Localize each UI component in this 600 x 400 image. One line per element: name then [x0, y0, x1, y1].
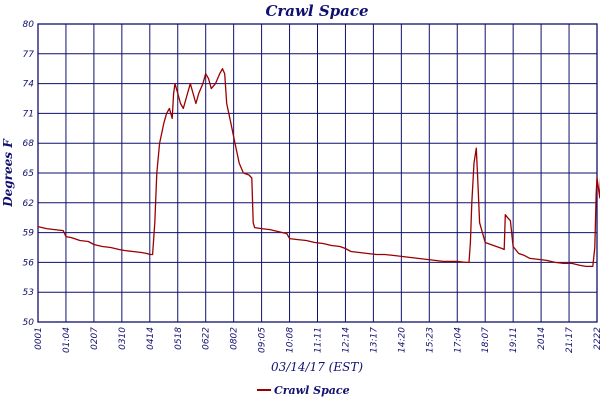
x-tick-label: 09:05: [258, 327, 268, 353]
y-tick-label: 59: [23, 229, 35, 239]
y-axis-label: Degrees F: [1, 138, 15, 208]
y-tick-label: 71: [23, 109, 34, 119]
legend: Crawl Space: [257, 384, 350, 397]
y-tick-labels: 50 53 56 59 62 65 68 71 74 77 80: [23, 20, 35, 328]
x-tick-label: 14:20: [397, 327, 407, 353]
y-tick-label: 62: [23, 199, 35, 209]
y-tick-label: 53: [23, 288, 35, 298]
x-tick-label: 18:07: [481, 327, 491, 353]
y-tick-label: 80: [23, 20, 35, 30]
chart-title: Crawl Space: [265, 2, 368, 20]
series-line-crawl-space: [37, 68, 600, 268]
gridlines: [37, 23, 598, 323]
plot-area: [37, 23, 598, 323]
y-tick-label: 56: [23, 258, 35, 268]
x-tick-label: 0414: [146, 327, 156, 350]
x-tick-label: 2222: [593, 327, 600, 350]
x-tick-label: 01:04: [62, 327, 72, 353]
legend-label: Crawl Space: [274, 384, 350, 397]
x-tick-label: 19:11: [509, 327, 519, 353]
x-tick-label: 10:08: [286, 327, 296, 353]
x-tick-label: 2014: [537, 327, 547, 350]
y-tick-label: 77: [23, 50, 35, 60]
x-tick-label: 0802: [230, 327, 240, 350]
x-tick-label: 13:17: [369, 327, 379, 353]
x-tick-label: 17:04: [453, 327, 463, 353]
x-axis-label: 03/14/17 (EST): [271, 360, 363, 374]
y-tick-label: 50: [23, 318, 35, 328]
x-tick-label: 0518: [174, 327, 184, 350]
x-tick-label: 12:14: [341, 327, 351, 353]
y-tick-label: 74: [23, 80, 35, 90]
x-tick-labels: 0001 01:04 0207 0310 0414 0518 0622 0802 09:05 10…: [34, 327, 600, 353]
x-tick-label: 11:11: [314, 327, 324, 353]
x-tick-label: 0207: [90, 327, 100, 350]
x-tick-label: 0622: [202, 327, 212, 350]
y-tick-label: 65: [23, 169, 35, 179]
x-tick-label: 15:23: [425, 327, 435, 353]
y-tick-label: 68: [23, 139, 35, 149]
x-tick-label: 0001: [34, 327, 44, 350]
x-tick-label: 21:17: [565, 327, 575, 353]
x-tick-label: 0310: [118, 327, 128, 350]
